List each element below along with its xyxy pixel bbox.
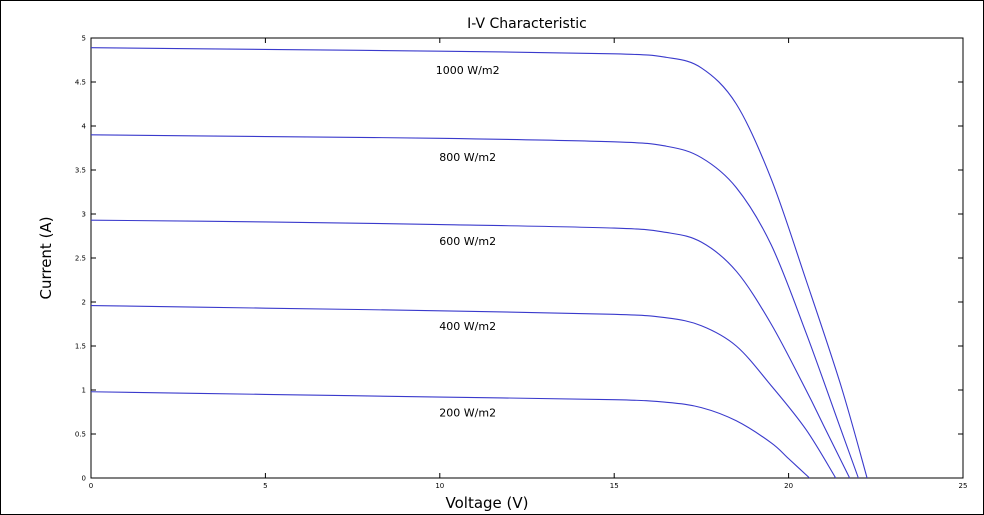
series-line [90,134,859,479]
y-tick-label: 1.5 [75,343,86,351]
y-tick-label: 0 [82,475,86,483]
x-tick-label: 5 [263,482,267,490]
y-tick-label: 0.5 [75,431,86,439]
curve-label: 1000 W/m2 [436,64,500,77]
curve-label: 800 W/m2 [439,151,496,164]
y-tick-label: 4 [82,123,87,131]
y-tick-label: 3 [82,211,86,219]
x-tick-label: 15 [610,482,619,490]
series-line [90,47,868,479]
curve-label: 200 W/m2 [439,406,496,419]
axes-box [90,37,964,479]
y-tick-label: 4.5 [75,79,86,87]
x-tick-label: 20 [784,482,793,490]
y-tick-label: 2.5 [75,255,86,263]
series-line [90,219,851,479]
series-line [90,391,810,479]
x-tick-label: 25 [959,482,968,490]
x-axis-title: Voltage (V) [446,494,529,512]
y-axis-title: Current (A) [37,216,55,299]
curve-label: 400 W/m2 [439,320,496,333]
curve-label: 600 W/m2 [439,235,496,248]
y-tick-label: 2 [82,299,86,307]
x-tick-label: 0 [89,482,93,490]
y-tick-label: 5 [82,35,86,43]
y-tick-label: 3.5 [75,167,86,175]
plot-area: 0 5 10 15 20 25 0 0.5 1 1.5 2 2.5 3 3.5 4 4.5 5 1000 W/m2… [75,35,968,491]
chart-title: I-V Characteristic [467,16,587,32]
series-line [90,304,837,479]
x-tick-label: 10 [435,482,444,490]
y-tick-label: 1 [82,387,86,395]
